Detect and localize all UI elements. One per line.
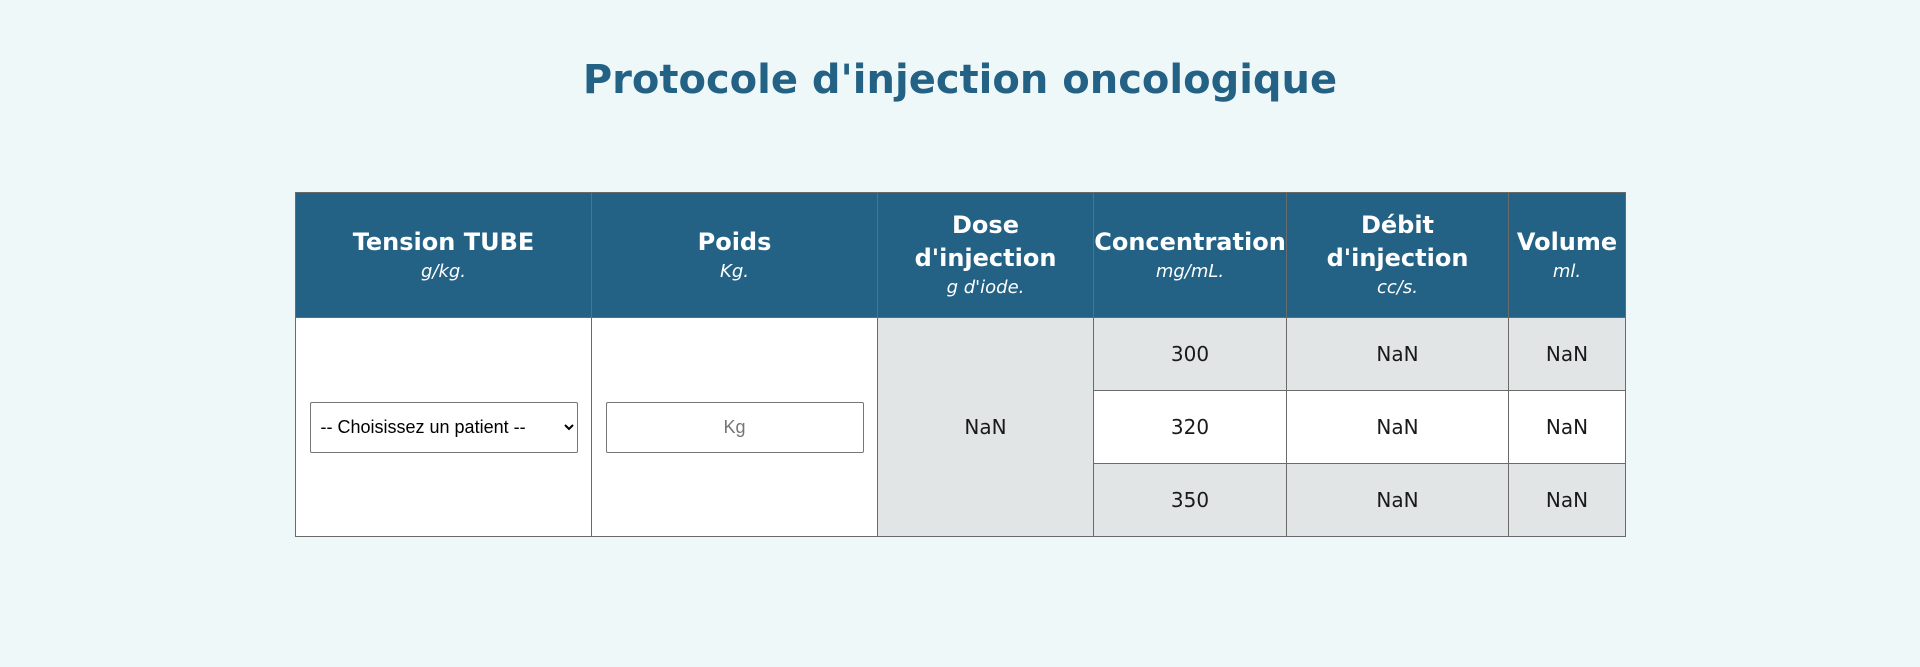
header-label: Tension TUBE bbox=[352, 227, 535, 256]
header-label: Débit bbox=[1360, 211, 1435, 239]
header-tension-tube: Tension TUBE g/kg. bbox=[295, 192, 592, 318]
concentration-value: 350 bbox=[1093, 463, 1287, 537]
header-label: d'injection bbox=[914, 244, 1057, 272]
header-label: Dose bbox=[952, 211, 1019, 239]
header-label: Poids bbox=[697, 227, 772, 256]
page-title: Protocole d'injection oncologique bbox=[582, 57, 1338, 103]
table-header-row: Tension TUBE g/kg. Poids Kg. Dose d'inje… bbox=[295, 192, 1626, 318]
concentration-value: 300 bbox=[1093, 317, 1287, 391]
header-unit: mg/mL. bbox=[1155, 260, 1225, 282]
header-unit: g d'iode. bbox=[946, 277, 1025, 298]
volume-value: NaN bbox=[1508, 317, 1626, 391]
header-label: d'injection bbox=[1326, 244, 1469, 272]
patient-select-cell: -- Choisissez un patient -- bbox=[295, 317, 592, 537]
header-volume: Volume ml. bbox=[1508, 192, 1626, 318]
debit-value: NaN bbox=[1286, 463, 1509, 537]
weight-input[interactable] bbox=[605, 401, 864, 453]
header-unit: ml. bbox=[1552, 260, 1582, 282]
debit-value: NaN bbox=[1286, 317, 1509, 391]
concentration-value: 320 bbox=[1093, 390, 1287, 464]
header-unit: g/kg. bbox=[420, 260, 467, 282]
dose-value: NaN bbox=[877, 317, 1094, 537]
patient-select[interactable]: -- Choisissez un patient -- bbox=[309, 401, 578, 453]
header-unit: cc/s. bbox=[1377, 277, 1418, 298]
volume-value: NaN bbox=[1508, 463, 1626, 537]
debit-value: NaN bbox=[1286, 390, 1509, 464]
header-debit-injection: Débit d'injection cc/s. bbox=[1286, 192, 1509, 318]
table-row: -- Choisissez un patient -- NaN 300 NaN … bbox=[295, 317, 1626, 537]
header-label: Volume bbox=[1516, 227, 1618, 256]
table-row: 350 NaN NaN bbox=[296, 463, 1626, 537]
header-dose-injection: Dose d'injection g d'iode. bbox=[877, 192, 1094, 318]
table-row: 320 NaN NaN bbox=[296, 390, 1626, 464]
header-unit: Kg. bbox=[720, 260, 749, 282]
weight-input-cell bbox=[591, 317, 878, 537]
header-label: Concentration bbox=[1094, 227, 1286, 256]
volume-value: NaN bbox=[1508, 390, 1626, 464]
header-poids: Poids Kg. bbox=[591, 192, 878, 318]
injection-protocol-table: Tension TUBE g/kg. Poids Kg. Dose d'inje… bbox=[295, 192, 1626, 537]
header-concentration: Concentration mg/mL. bbox=[1093, 192, 1287, 318]
